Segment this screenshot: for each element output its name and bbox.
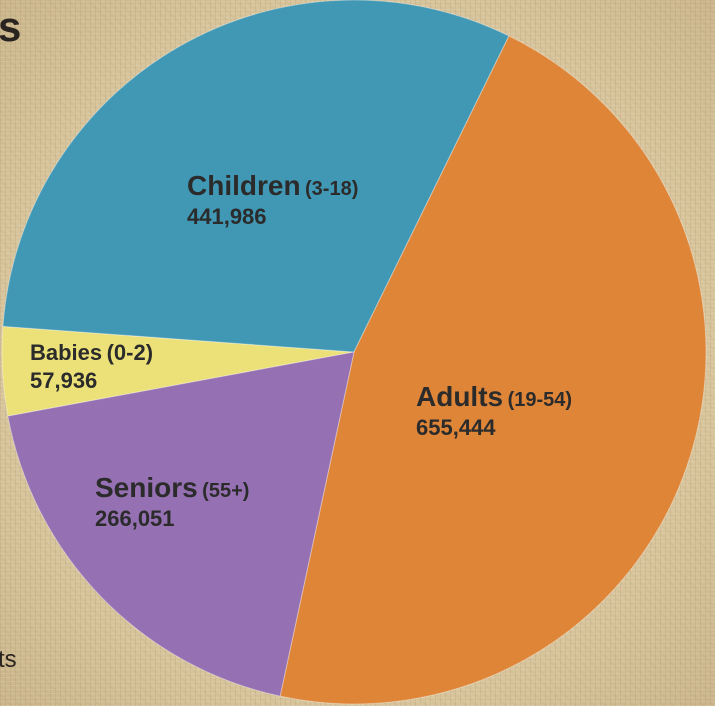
slice-range-babies: (0-2) — [106, 340, 154, 365]
slice-value-seniors: 266,051 — [95, 506, 175, 531]
slice-name-adults: Adults — [416, 381, 504, 412]
slice-name-seniors: Seniors — [95, 472, 198, 503]
page-title-fragment: s — [0, 3, 22, 50]
slice-label-babies: Babies (0-2) 57,936 — [30, 339, 153, 394]
pie-slice-children — [2, 0, 510, 353]
slice-label-adults: Adults (19-54) 655,444 — [416, 379, 572, 442]
slice-value-children: 441,986 — [187, 204, 267, 229]
pie-slice-seniors — [7, 351, 355, 697]
footnote-fragment: ts — [0, 646, 17, 673]
pie-slice-babies — [1, 325, 355, 417]
slice-value-adults: 655,444 — [416, 415, 496, 440]
slice-range-seniors: (55+) — [202, 480, 250, 502]
slice-name-children: Children — [187, 170, 301, 201]
pie-slice-adults — [279, 35, 707, 705]
slice-label-seniors: Seniors (55+) 266,051 — [95, 470, 249, 533]
slice-value-babies: 57,936 — [30, 367, 98, 393]
slice-range-children: (3-18) — [305, 178, 359, 200]
slice-name-babies: Babies — [30, 340, 103, 365]
slice-range-adults: (19-54) — [507, 389, 573, 411]
slice-label-children: Children (3-18) 441,986 — [187, 168, 358, 231]
